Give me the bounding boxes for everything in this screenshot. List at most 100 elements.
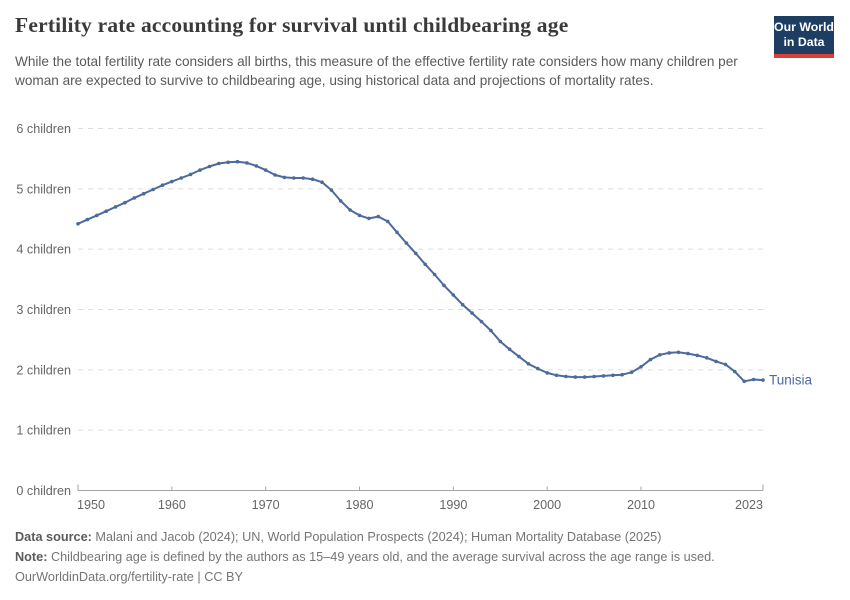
data-point[interactable]	[517, 354, 521, 359]
data-point[interactable]	[526, 362, 531, 366]
data-source-label: Data source:	[15, 530, 92, 544]
data-point[interactable]	[723, 362, 728, 367]
data-point[interactable]	[479, 319, 484, 324]
data-point[interactable]	[761, 378, 765, 382]
data-point[interactable]	[460, 302, 465, 307]
data-point[interactable]	[273, 173, 277, 177]
note-label: Note:	[15, 550, 48, 564]
data-point[interactable]	[254, 164, 259, 168]
data-point[interactable]	[217, 161, 221, 166]
data-point[interactable]	[442, 283, 446, 288]
data-point[interactable]	[432, 272, 437, 277]
data-point[interactable]	[104, 209, 108, 213]
data-point[interactable]	[320, 180, 324, 184]
data-point[interactable]	[498, 339, 503, 344]
data-point[interactable]	[85, 217, 90, 222]
data-point[interactable]	[385, 219, 390, 224]
data-point[interactable]	[132, 196, 137, 200]
data-point[interactable]	[245, 161, 249, 165]
y-axis-label: 0 children	[16, 484, 71, 498]
data-point[interactable]	[329, 188, 334, 192]
data-point[interactable]	[414, 251, 418, 256]
data-point[interactable]	[536, 366, 540, 371]
x-axis-label: 2023	[735, 498, 763, 512]
data-point[interactable]	[564, 374, 568, 379]
owid-logo[interactable]: Our World in Data	[774, 16, 834, 58]
data-point[interactable]	[141, 191, 146, 196]
data-point[interactable]	[301, 176, 306, 180]
data-point[interactable]	[686, 351, 690, 356]
y-axis-label: 4 children	[16, 243, 71, 257]
x-axis-label: 2000	[533, 498, 561, 512]
y-axis-label: 3 children	[16, 303, 71, 317]
data-point[interactable]	[714, 359, 718, 364]
data-point[interactable]	[751, 377, 756, 382]
data-point[interactable]	[658, 353, 662, 357]
data-point[interactable]	[198, 168, 202, 172]
note-line: Note: Childbearing age is defined by the…	[15, 547, 835, 567]
data-point[interactable]	[451, 293, 456, 297]
data-point[interactable]	[639, 365, 643, 369]
data-point[interactable]	[160, 183, 165, 187]
y-axis-label: 6 children	[16, 122, 71, 136]
data-point[interactable]	[404, 241, 409, 245]
data-point[interactable]	[357, 213, 362, 218]
data-point[interactable]	[601, 374, 606, 378]
data-point[interactable]	[742, 379, 746, 384]
data-point[interactable]	[582, 375, 587, 379]
data-point[interactable]	[113, 205, 118, 209]
page-title: Fertility rate accounting for survival u…	[15, 13, 569, 37]
data-point[interactable]	[376, 214, 381, 219]
y-axis-label: 5 children	[16, 182, 71, 196]
chart-footer: Data source: Malani and Jacob (2024); UN…	[15, 527, 835, 587]
data-point[interactable]	[367, 216, 371, 221]
data-line[interactable]	[77, 160, 764, 383]
data-point[interactable]	[310, 177, 315, 181]
data-point[interactable]	[629, 370, 634, 375]
data-point[interactable]	[282, 175, 287, 180]
data-point[interactable]	[235, 159, 240, 164]
line-chart: 0 children 1 children 2 children 3 children…	[16, 122, 813, 512]
data-point[interactable]	[554, 373, 559, 378]
data-point[interactable]	[648, 357, 653, 362]
data-point[interactable]	[95, 213, 99, 218]
x-axis-label: 1960	[158, 498, 186, 512]
data-point[interactable]	[395, 230, 399, 235]
data-point[interactable]	[76, 222, 80, 226]
data-point[interactable]	[573, 375, 578, 379]
data-point[interactable]	[207, 164, 212, 169]
data-point[interactable]	[338, 199, 343, 203]
y-axis-label: 2 children	[16, 363, 71, 377]
y-axis-label: 1 children	[16, 424, 71, 438]
data-point[interactable]	[704, 356, 709, 360]
data-point[interactable]	[470, 311, 474, 315]
data-point[interactable]	[188, 172, 193, 177]
owid-logo-line2: in Data	[783, 35, 825, 50]
data-point[interactable]	[489, 328, 493, 333]
data-point[interactable]	[667, 351, 671, 355]
data-point[interactable]	[170, 179, 174, 184]
data-point[interactable]	[676, 350, 681, 355]
owid-logo-line1: Our World	[774, 20, 834, 34]
data-point[interactable]	[348, 208, 352, 212]
x-axis-label: 1950	[77, 498, 105, 512]
data-point[interactable]	[151, 187, 155, 192]
data-point[interactable]	[292, 176, 296, 180]
data-point[interactable]	[695, 353, 700, 358]
data-point[interactable]	[507, 347, 512, 352]
data-point[interactable]	[545, 371, 549, 375]
chart-subtitle: While the total fertility rate considers…	[15, 54, 738, 89]
note-text: Childbearing age is defined by the autho…	[50, 550, 715, 564]
data-point[interactable]	[611, 373, 615, 378]
data-point[interactable]	[733, 369, 737, 374]
data-point[interactable]	[123, 200, 127, 205]
data-point[interactable]	[263, 168, 268, 172]
x-axis-label: 1970	[252, 498, 280, 512]
series-label[interactable]: Tunisia	[769, 373, 813, 388]
data-point[interactable]	[179, 176, 183, 180]
data-point[interactable]	[226, 160, 230, 165]
data-point[interactable]	[592, 374, 596, 379]
data-point[interactable]	[423, 262, 428, 267]
data-point[interactable]	[620, 372, 624, 377]
